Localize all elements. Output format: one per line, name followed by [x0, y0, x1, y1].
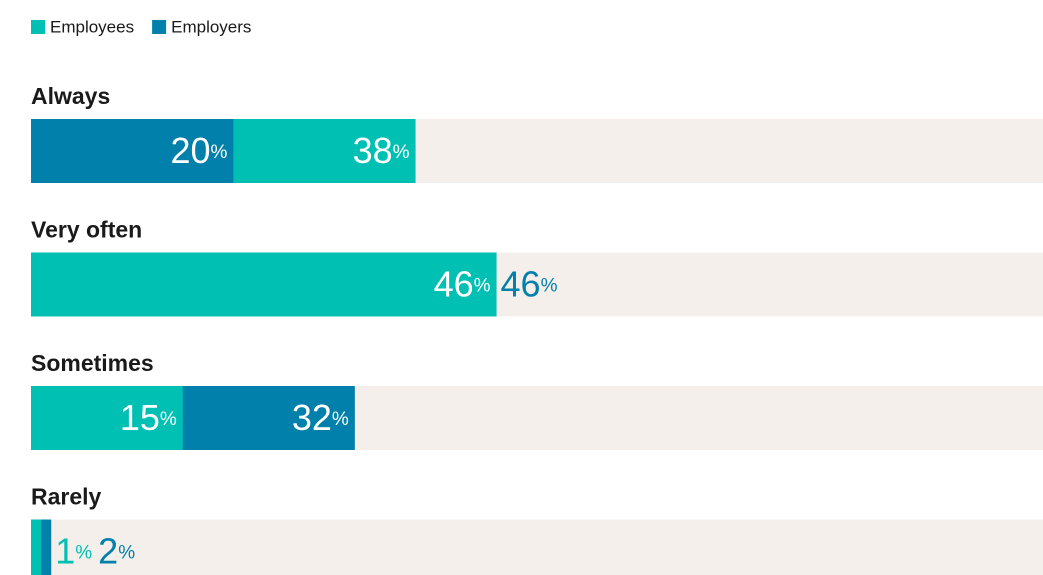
- category-label: Rarely: [31, 484, 102, 510]
- bar: [31, 386, 183, 450]
- category-label: Sometimes: [31, 350, 154, 376]
- value-label: 32%: [292, 397, 349, 438]
- bar: [31, 119, 234, 183]
- legend-label: Employees: [50, 17, 134, 36]
- legend-label: Employers: [171, 17, 251, 36]
- value-label: 20%: [170, 130, 227, 171]
- value-label: 2%: [98, 530, 135, 571]
- value-label: 46%: [434, 263, 491, 304]
- bar-track: [31, 519, 1043, 575]
- value-label: 1%: [55, 530, 92, 571]
- legend-swatch: [152, 20, 167, 34]
- value-label: 15%: [120, 397, 177, 438]
- category-label: Very often: [31, 217, 142, 243]
- bar: [31, 519, 42, 575]
- category-label: Always: [31, 83, 110, 109]
- value-label: 38%: [353, 130, 410, 171]
- value-label: 46%: [501, 263, 558, 304]
- legend-swatch: [31, 20, 45, 34]
- bar: [31, 252, 497, 317]
